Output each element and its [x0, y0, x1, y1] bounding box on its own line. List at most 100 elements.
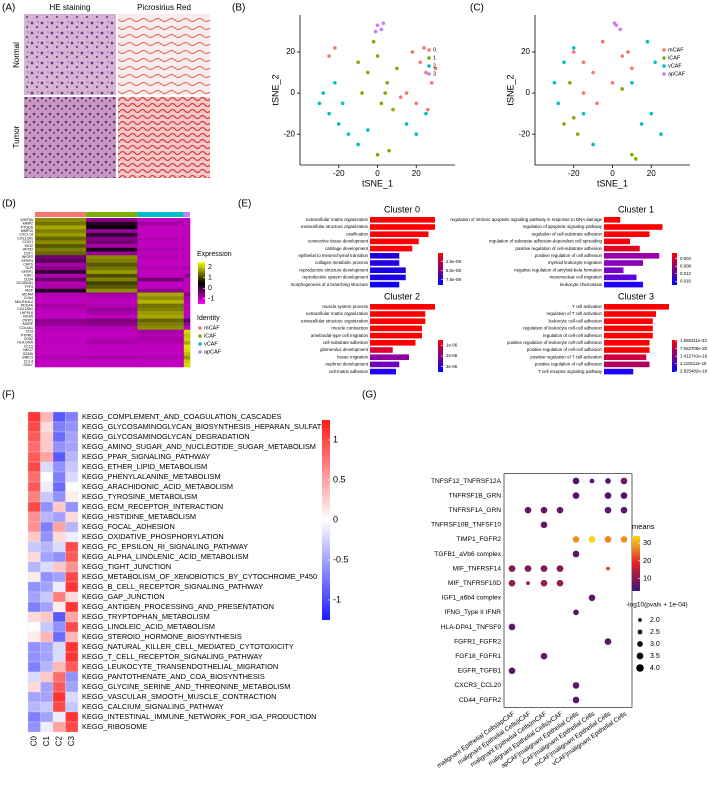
heatmap-cell [86, 340, 138, 345]
legend-marker [662, 72, 666, 76]
heatmap-cell [86, 329, 138, 334]
heatmap-cell [27, 641, 41, 653]
row-label: COL18A1 [17, 307, 33, 311]
colorbar-label: 2.825482e-19 [680, 368, 708, 373]
point [581, 111, 586, 116]
heatmap-cell [52, 561, 66, 573]
heatmap-cell [65, 641, 79, 653]
dot [606, 566, 610, 571]
point [433, 66, 438, 71]
heatmap-cell [35, 270, 87, 275]
row-label: KEGG_FC_EPSILON_RI_SIGNALING_PATHWAY [82, 542, 248, 551]
row-label: WISP2 [22, 255, 33, 259]
heatmap-cell [86, 322, 138, 327]
heatmap-cell [52, 671, 66, 683]
legend-label: vCAF [668, 63, 682, 69]
dot [588, 536, 596, 543]
point [591, 70, 595, 75]
heatmap-cell [137, 258, 185, 263]
heatmap-cell [137, 355, 185, 360]
point [653, 60, 657, 65]
size-legend-marker [637, 641, 643, 647]
heatmap-cell [65, 541, 79, 553]
heatmap-cell [52, 651, 66, 663]
heatmap-cell [137, 240, 185, 245]
category-label: T cell activation [572, 304, 603, 309]
heatmap-cell [52, 451, 66, 463]
heatmap-cell [183, 285, 191, 290]
point [418, 60, 422, 65]
heatmap-cell [35, 277, 87, 282]
row-label: IGF1_a6b4 complex [442, 595, 502, 602]
panel-label: (B) [232, 3, 245, 14]
row-label: SFRP1 [21, 270, 33, 274]
category-label: reproductive system development [302, 275, 368, 280]
point [317, 101, 322, 106]
row-title: Normal [12, 42, 21, 68]
heatmap-cell [40, 691, 54, 703]
heatmap-cell [40, 501, 54, 513]
heatmap-cell [52, 431, 66, 443]
heatmap-cell [35, 311, 87, 316]
heatmap-cell [86, 232, 138, 237]
heatmap-cell [183, 314, 191, 319]
heatmap-cell [52, 581, 66, 593]
row-label: KEGG_GLYCINE_SERINE_AND_THREONINE_METABO… [82, 682, 290, 691]
heatmap-cell [52, 501, 66, 513]
heatmap-cell [40, 611, 54, 623]
point [610, 81, 615, 85]
heatmap-cell [40, 711, 54, 723]
category-label: muscle contraction [331, 326, 368, 331]
heatmap-cell [137, 352, 185, 357]
row-label: EGFR_TGFB1 [458, 668, 502, 675]
bar [370, 245, 413, 252]
heatmap-cell [86, 311, 138, 316]
point [571, 50, 576, 54]
heatmap-cell [65, 631, 79, 643]
heatmap-cell [86, 314, 138, 319]
colorbar [438, 340, 443, 372]
x-tick-label: 20 [412, 169, 421, 178]
row-label: CXCL14 [19, 233, 33, 237]
heatmap-cell [27, 531, 41, 543]
heatmap-cell [65, 711, 79, 723]
category-label: positive regulation of cell-substrate ad… [515, 246, 602, 251]
point [333, 81, 337, 85]
heatmap-cell [65, 721, 79, 733]
row-label: PTGDS [21, 225, 34, 229]
heatmap-cell [52, 701, 66, 713]
colorbar [632, 536, 640, 591]
heatmap-cell [27, 631, 41, 643]
row-label: FGF18_FGFR1 [455, 653, 501, 660]
colorbar-label: 30 [643, 538, 651, 547]
legend-marker [427, 64, 431, 68]
bar [604, 245, 640, 252]
heatmap-cell [86, 262, 138, 267]
point [630, 152, 634, 157]
bar [604, 274, 637, 281]
size-legend-marker [638, 618, 642, 622]
heatmap-cell [137, 266, 185, 271]
heatmap-cell [86, 326, 138, 331]
colorbar-label: 0.012 [680, 271, 692, 276]
heatmap-cell [35, 255, 87, 260]
heatmap-cell [27, 521, 41, 533]
heatmap-cell [86, 273, 138, 278]
heatmap-cell [137, 337, 185, 342]
heatmap-cell [86, 281, 138, 286]
dot [508, 565, 516, 572]
heatmap-cell [40, 531, 54, 543]
heatmap-cell [35, 337, 87, 342]
plot-area [503, 473, 633, 708]
heatmap-cell [52, 621, 66, 633]
point [595, 101, 599, 106]
bar [370, 354, 409, 360]
heatmap-cell [27, 691, 41, 703]
dot [572, 492, 580, 499]
point [633, 157, 638, 161]
row-label: CXCR3_CCL20 [454, 682, 501, 689]
y-axis-label: tSNE_2 [270, 74, 280, 105]
heatmap-cell [27, 511, 41, 523]
heatmap-cell [183, 225, 191, 230]
